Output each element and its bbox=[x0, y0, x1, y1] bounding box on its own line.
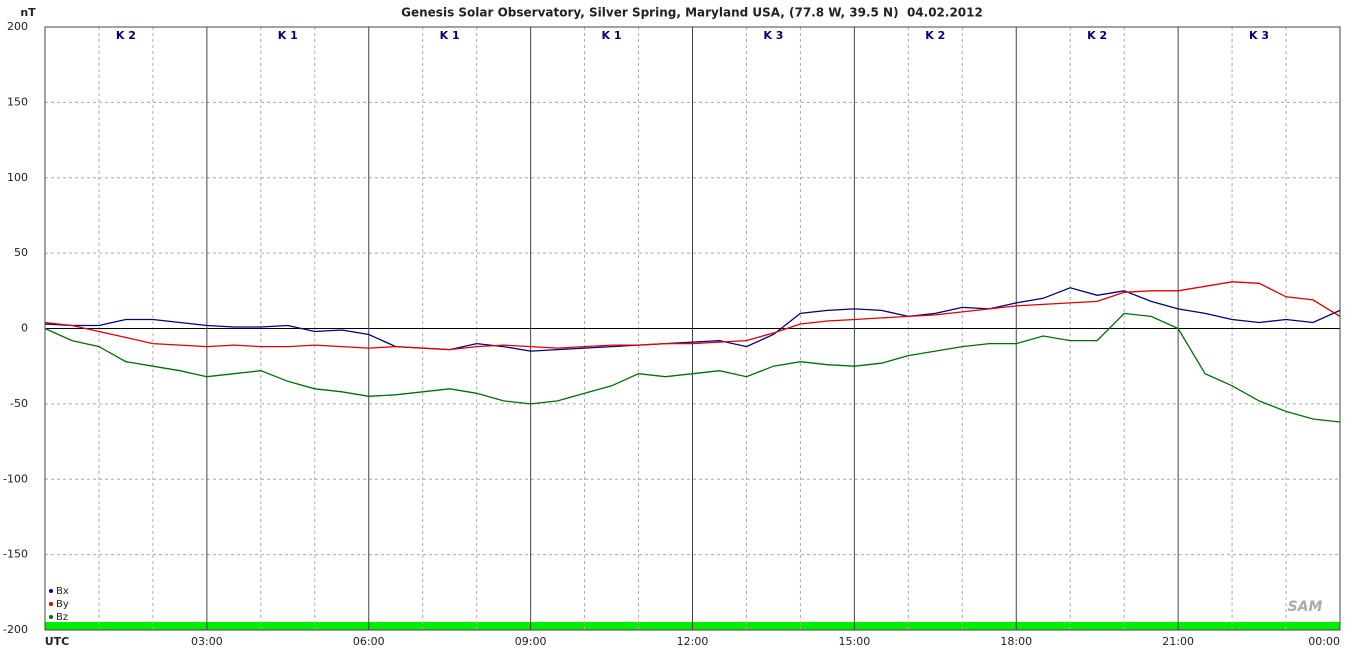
x-tick-label: 09:00 bbox=[515, 635, 547, 648]
y-tick-label: -200 bbox=[3, 623, 28, 636]
series-line bbox=[44, 312, 1341, 423]
y-axis-label: nT bbox=[20, 6, 36, 19]
k-index-label: K 2 bbox=[1087, 29, 1107, 42]
series-line bbox=[44, 287, 1341, 352]
x-tick-label: 12:00 bbox=[677, 635, 709, 648]
legend-marker bbox=[49, 589, 53, 593]
legend-label: By bbox=[56, 599, 69, 610]
k-index-label: K 2 bbox=[116, 29, 136, 42]
legend-marker bbox=[49, 602, 53, 606]
y-tick-label: 200 bbox=[7, 20, 28, 33]
y-tick-label: -100 bbox=[3, 472, 28, 485]
legend-label: Bx bbox=[56, 586, 69, 597]
y-tick-label: 150 bbox=[7, 95, 28, 108]
x-tick-label: 00:00 bbox=[1308, 635, 1340, 648]
k-index-label: K 3 bbox=[1249, 29, 1269, 42]
x-tick-label: 06:00 bbox=[353, 635, 385, 648]
k-index-label: K 1 bbox=[440, 29, 460, 42]
y-tick-label: -150 bbox=[3, 548, 28, 561]
legend-marker bbox=[49, 615, 53, 619]
logo: SAM bbox=[1288, 599, 1323, 615]
k-index-label: K 1 bbox=[278, 29, 298, 42]
x-tick-label: 03:00 bbox=[191, 635, 223, 648]
k-index-label: K 2 bbox=[925, 29, 945, 42]
y-tick-label: 50 bbox=[14, 246, 28, 259]
y-tick-label: 100 bbox=[7, 171, 28, 184]
chart-title: Genesis Solar Observatory, Silver Spring… bbox=[401, 6, 983, 20]
y-tick-label: -50 bbox=[10, 397, 28, 410]
k-index-label: K 3 bbox=[763, 29, 783, 42]
legend-label: Bz bbox=[56, 612, 68, 623]
x-tick-label: 21:00 bbox=[1162, 635, 1194, 648]
x-tick-label: UTC bbox=[45, 635, 70, 648]
x-tick-label: 15:00 bbox=[839, 635, 871, 648]
k-index-label: K 1 bbox=[602, 29, 622, 42]
y-tick-label: 0 bbox=[21, 322, 28, 335]
series-line bbox=[44, 281, 1341, 351]
x-tick-label: 18:00 bbox=[1000, 635, 1032, 648]
